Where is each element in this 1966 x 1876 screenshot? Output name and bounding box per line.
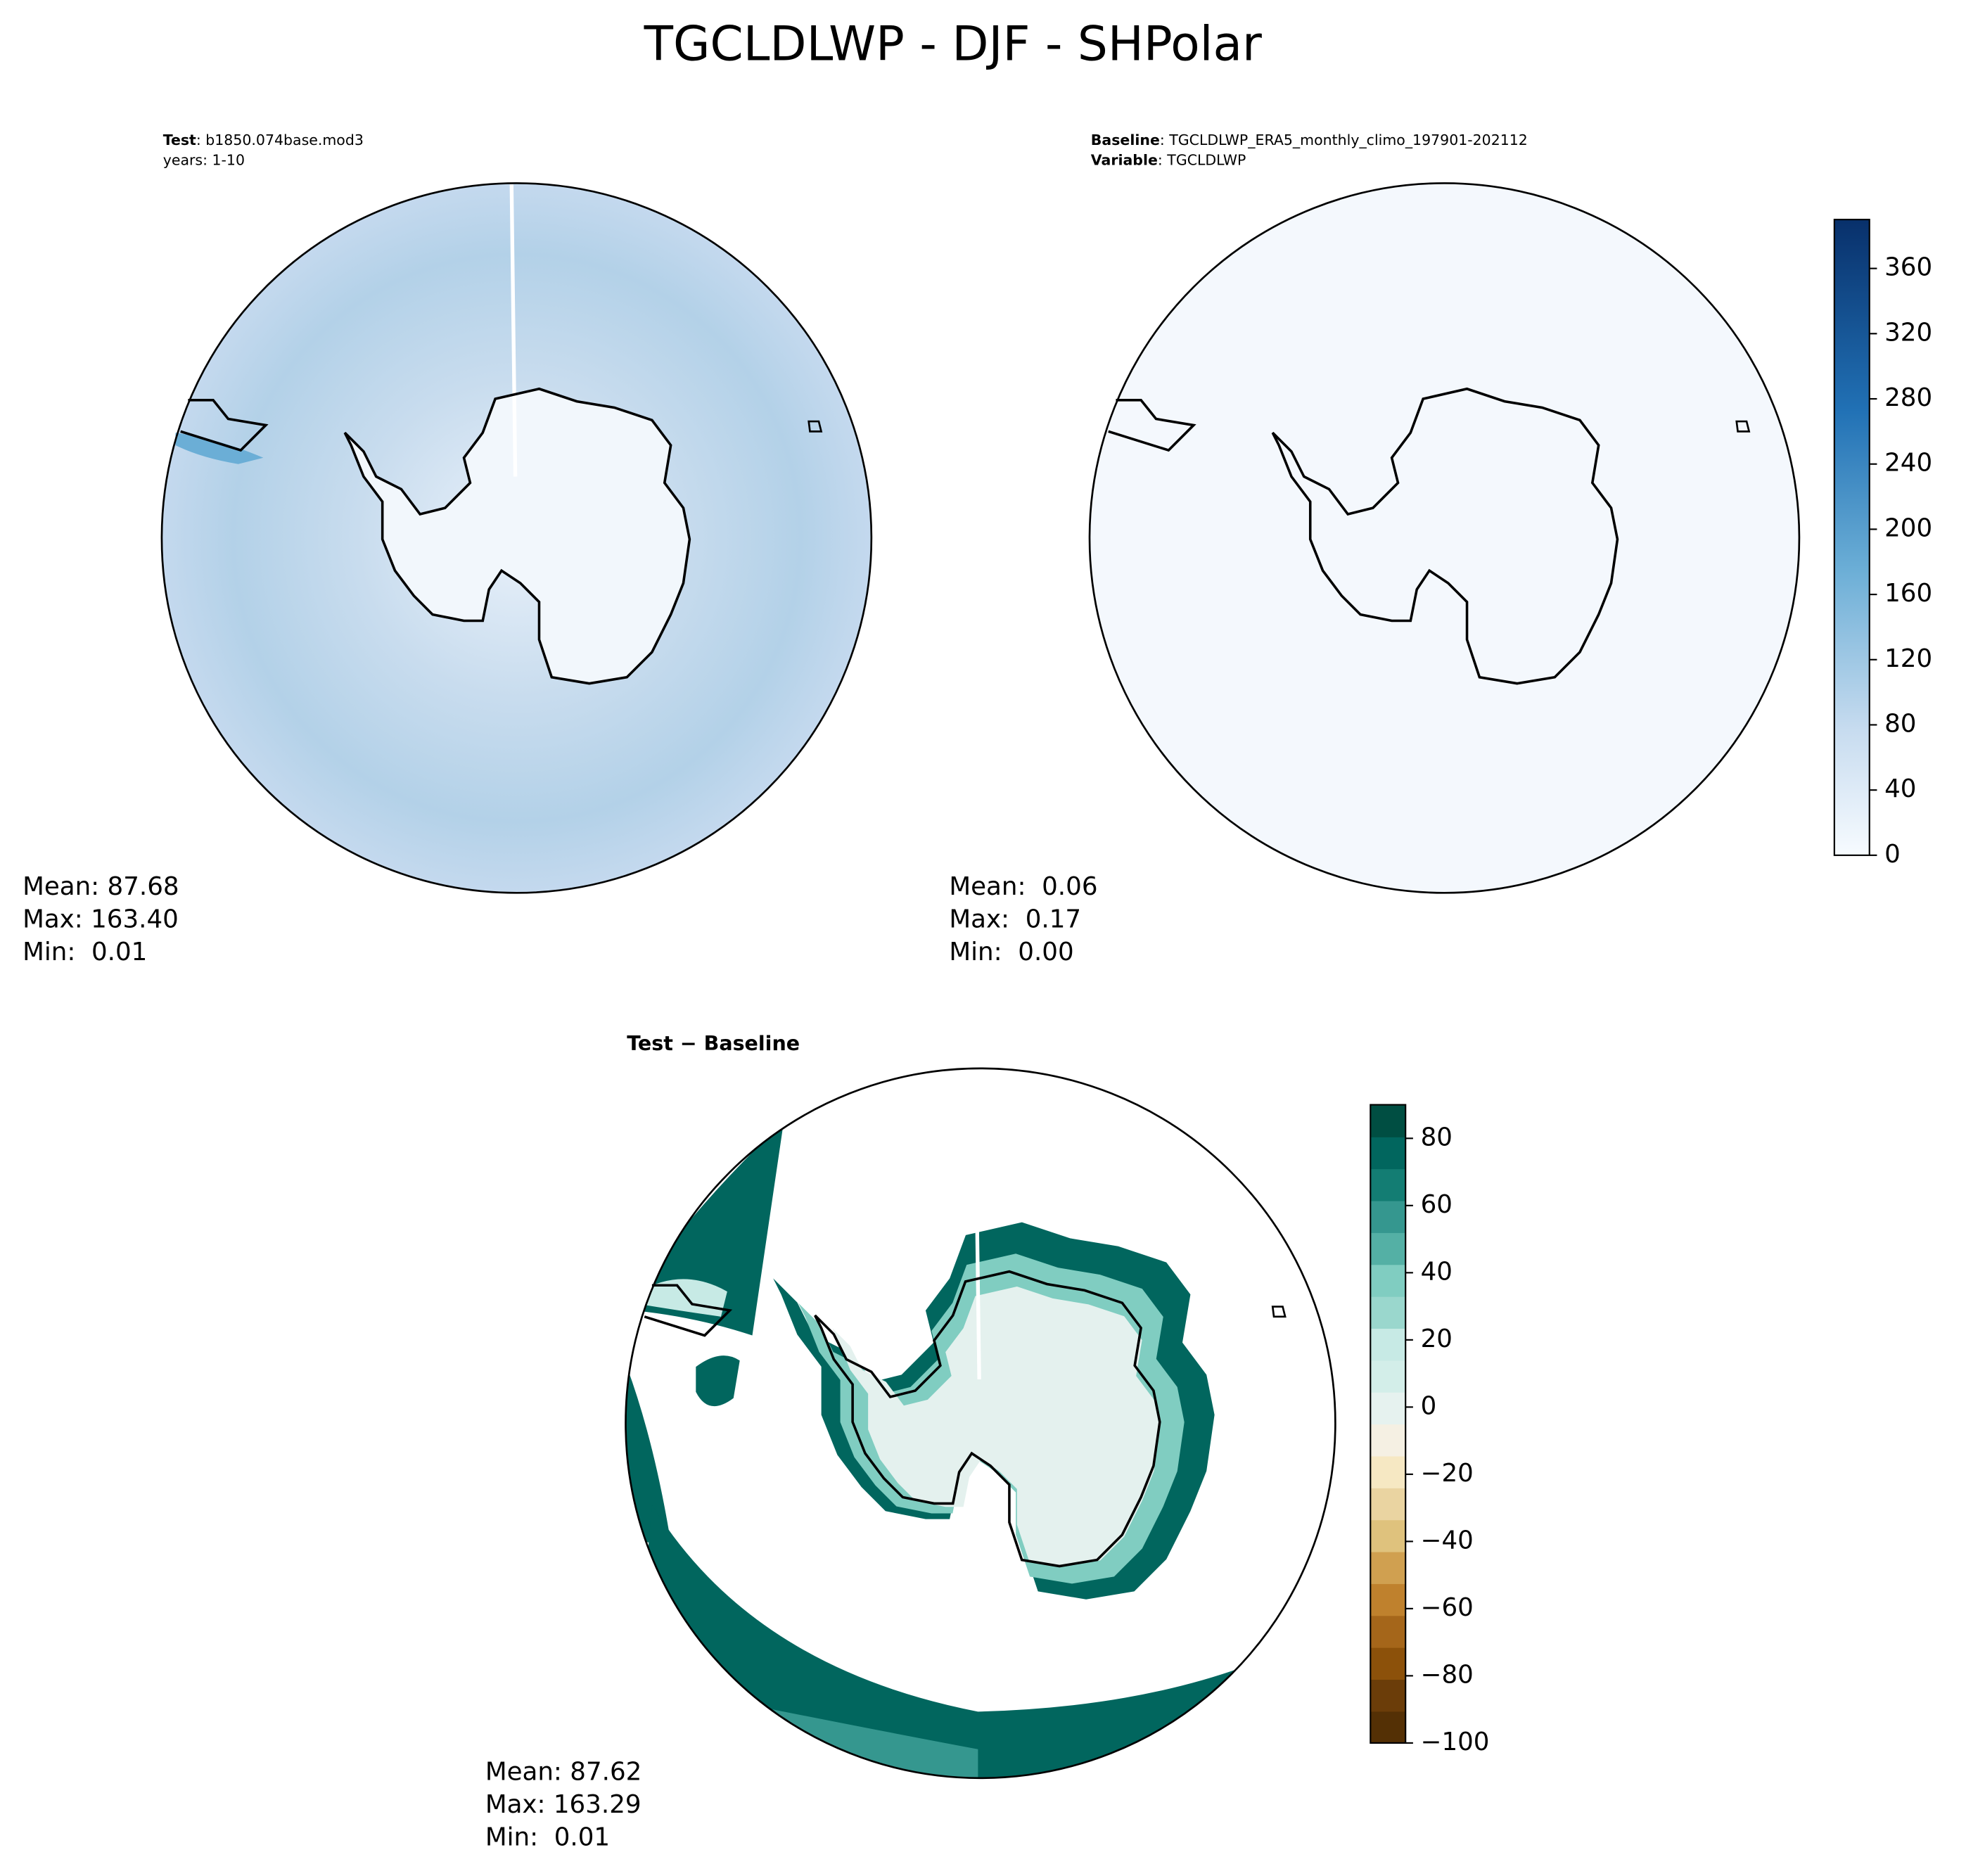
stat-line: Mean: 0.06: [949, 872, 1097, 901]
header-text: years: 1-10: [163, 151, 245, 168]
colorbar-fill: [1834, 219, 1870, 855]
colorbar-segment: [1370, 1711, 1406, 1744]
stat-line: Max: 163.40: [23, 905, 179, 934]
coastline: [808, 420, 823, 433]
stat-line: Min: 0.01: [23, 938, 147, 966]
figure-title: TGCLDLWP - DJF - SHPolar: [644, 16, 1262, 72]
colorbar-segment: [1370, 1296, 1406, 1329]
difference-region: [696, 1355, 740, 1407]
colorbar-tick-label: −60: [1421, 1593, 1474, 1622]
stat-line: Mean: 87.62: [485, 1758, 641, 1787]
colorbar-tick-label: 160: [1884, 579, 1932, 608]
colorbar-tick-label: 40: [1884, 774, 1916, 803]
stat-line: Min: 0.00: [949, 938, 1073, 966]
header-key: Test: [163, 132, 196, 148]
panel-header: Baseline: TGCLDLWP_ERA5_monthly_climo_19…: [1091, 132, 1528, 148]
colorbar-tick-label: 0: [1884, 840, 1901, 869]
stat-line: Min: 0.01: [485, 1823, 610, 1851]
panel-header: Test: b1850.074base.mod3: [163, 132, 364, 148]
colorbar-tick-label: 200: [1884, 513, 1932, 542]
stat-line: Mean: 87.68: [23, 872, 179, 901]
colorbar-segment: [1370, 1615, 1406, 1648]
colorbar-frame: [1370, 1104, 1407, 1744]
colorbar-segment: [1370, 1136, 1406, 1170]
seam: [509, 184, 518, 477]
colorbar-tick-label: 0: [1421, 1391, 1437, 1420]
panel-header: Variable: TGCLDLWP: [1091, 151, 1246, 168]
colorbar-segment: [1370, 1200, 1406, 1233]
colorbar-tick-label: 280: [1884, 383, 1932, 412]
coastline: [1108, 399, 1196, 452]
colorbar-segment: [1370, 1424, 1406, 1457]
colorbar-segment: [1370, 1264, 1406, 1297]
panel-header: years: 1-10: [163, 151, 245, 168]
panel-header: Test − Baseline: [627, 1032, 800, 1055]
map-boundary: [1088, 182, 1801, 894]
colorbar-tick-label: 120: [1884, 644, 1932, 673]
colorbar-segment: [1370, 1232, 1406, 1265]
colorbar-segment: [1370, 1328, 1406, 1361]
colorbar-frame: [1833, 219, 1870, 856]
colorbar-segment: [1370, 1455, 1406, 1488]
coastline: [644, 1284, 733, 1337]
colorbar-segment: [1370, 1647, 1406, 1680]
coastline: [343, 387, 691, 685]
colorbar-segment: [1370, 1679, 1406, 1712]
colorbar-segment: [1370, 1519, 1406, 1552]
colorbar-tick-label: 20: [1421, 1325, 1453, 1353]
colorbar-tick-label: 60: [1421, 1190, 1453, 1219]
colorbar-tick-label: 80: [1421, 1123, 1453, 1151]
map-field: [1090, 183, 1799, 893]
seam: [974, 1197, 981, 1379]
coastline: [1271, 387, 1619, 685]
colorbar-segment: [1370, 1583, 1406, 1616]
colorbar-segment: [1370, 1487, 1406, 1521]
stat-line: Max: 0.17: [949, 905, 1081, 934]
coastline: [180, 399, 269, 452]
difference-field: [625, 1068, 1336, 1778]
colorbar-tick-label: −80: [1421, 1660, 1474, 1689]
stat-line: Max: 163.29: [485, 1790, 641, 1819]
difference-region: [625, 1367, 671, 1543]
coastline: [814, 1270, 1161, 1568]
colorbar-tick-label: 240: [1884, 449, 1932, 478]
map-boundary: [625, 1067, 1336, 1780]
colorbar-tick-label: 80: [1884, 709, 1916, 738]
colorbar-tick-label: −100: [1421, 1728, 1490, 1756]
colorbar-tick-label: 40: [1421, 1257, 1453, 1286]
colorbar-segment: [1370, 1360, 1406, 1393]
colorbar-segment: [1370, 1391, 1406, 1425]
map-feature: [175, 433, 264, 464]
colorbar-segment: [1370, 1551, 1406, 1584]
ice-sheet: [345, 388, 690, 684]
colorbar-tick-label: 360: [1884, 253, 1932, 282]
header-key: Test − Baseline: [627, 1032, 800, 1055]
header-text: : TGCLDLWP_ERA5_monthly_climo_197901-202…: [1160, 132, 1528, 148]
header-key: Baseline: [1091, 132, 1160, 148]
colorbar-segment: [1370, 1104, 1406, 1137]
coastline: [1271, 1306, 1287, 1318]
header-text: : b1850.074base.mod3: [196, 132, 364, 148]
colorbar-tick-label: −40: [1421, 1526, 1474, 1555]
header-key: Variable: [1091, 151, 1158, 168]
map-boundary: [160, 182, 873, 894]
colorbar-tick-label: 320: [1884, 318, 1932, 347]
difference-region: [832, 1286, 1161, 1566]
colorbar-tick-label: −20: [1421, 1459, 1474, 1488]
header-text: : TGCLDLWP: [1158, 151, 1246, 168]
colorbar-segment: [1370, 1168, 1406, 1201]
coastline: [1735, 420, 1751, 433]
